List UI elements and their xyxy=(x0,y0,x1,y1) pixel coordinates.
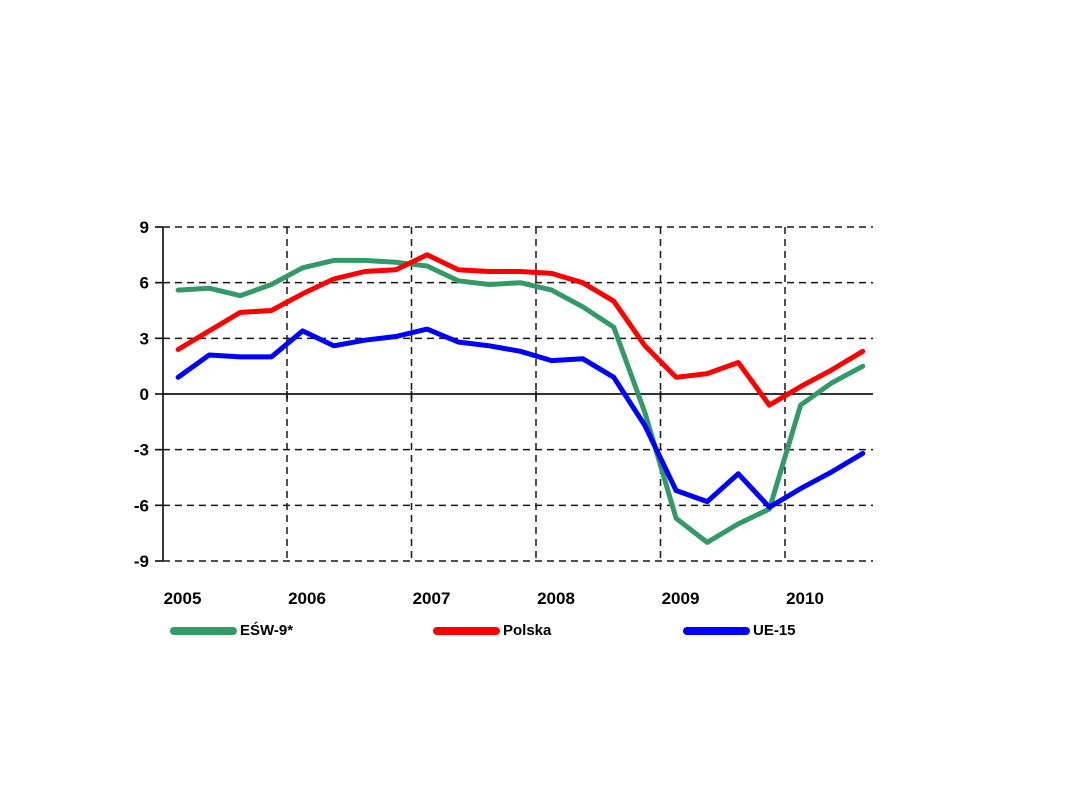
legend-label: EŚW-9* xyxy=(240,622,294,639)
x-tick-label-2007: 2007 xyxy=(413,589,451,608)
x-tick-label-2009: 2009 xyxy=(662,589,700,608)
legend-label: Polska xyxy=(503,622,552,639)
x-tick-label-2006: 2006 xyxy=(288,589,326,608)
legend-item-1: Polska xyxy=(433,622,551,640)
legend-item-2: UE-15 xyxy=(683,622,796,640)
y-tick-label: -3 xyxy=(134,441,149,460)
legend-swatch-icon xyxy=(170,627,237,635)
x-tick-label-2005: 2005 xyxy=(164,589,202,608)
y-tick-label: 9 xyxy=(140,218,149,237)
y-tick-label: 6 xyxy=(140,274,149,293)
series-line-0 xyxy=(175,257,866,545)
y-tick-label: -9 xyxy=(134,552,149,571)
series-line-2 xyxy=(175,326,866,510)
legend-swatch-icon xyxy=(433,627,500,635)
legend-swatch-icon xyxy=(683,627,750,635)
y-tick-label: 3 xyxy=(140,329,149,348)
x-tick-label-2008: 2008 xyxy=(537,589,575,608)
legend-item-0: EŚW-9* xyxy=(170,622,293,640)
y-tick-label: -6 xyxy=(134,496,149,515)
series-line-1 xyxy=(175,252,866,408)
legend-label: UE-15 xyxy=(753,622,796,639)
x-tick-label-2010: 2010 xyxy=(786,589,824,608)
y-tick-label: 0 xyxy=(140,385,149,404)
